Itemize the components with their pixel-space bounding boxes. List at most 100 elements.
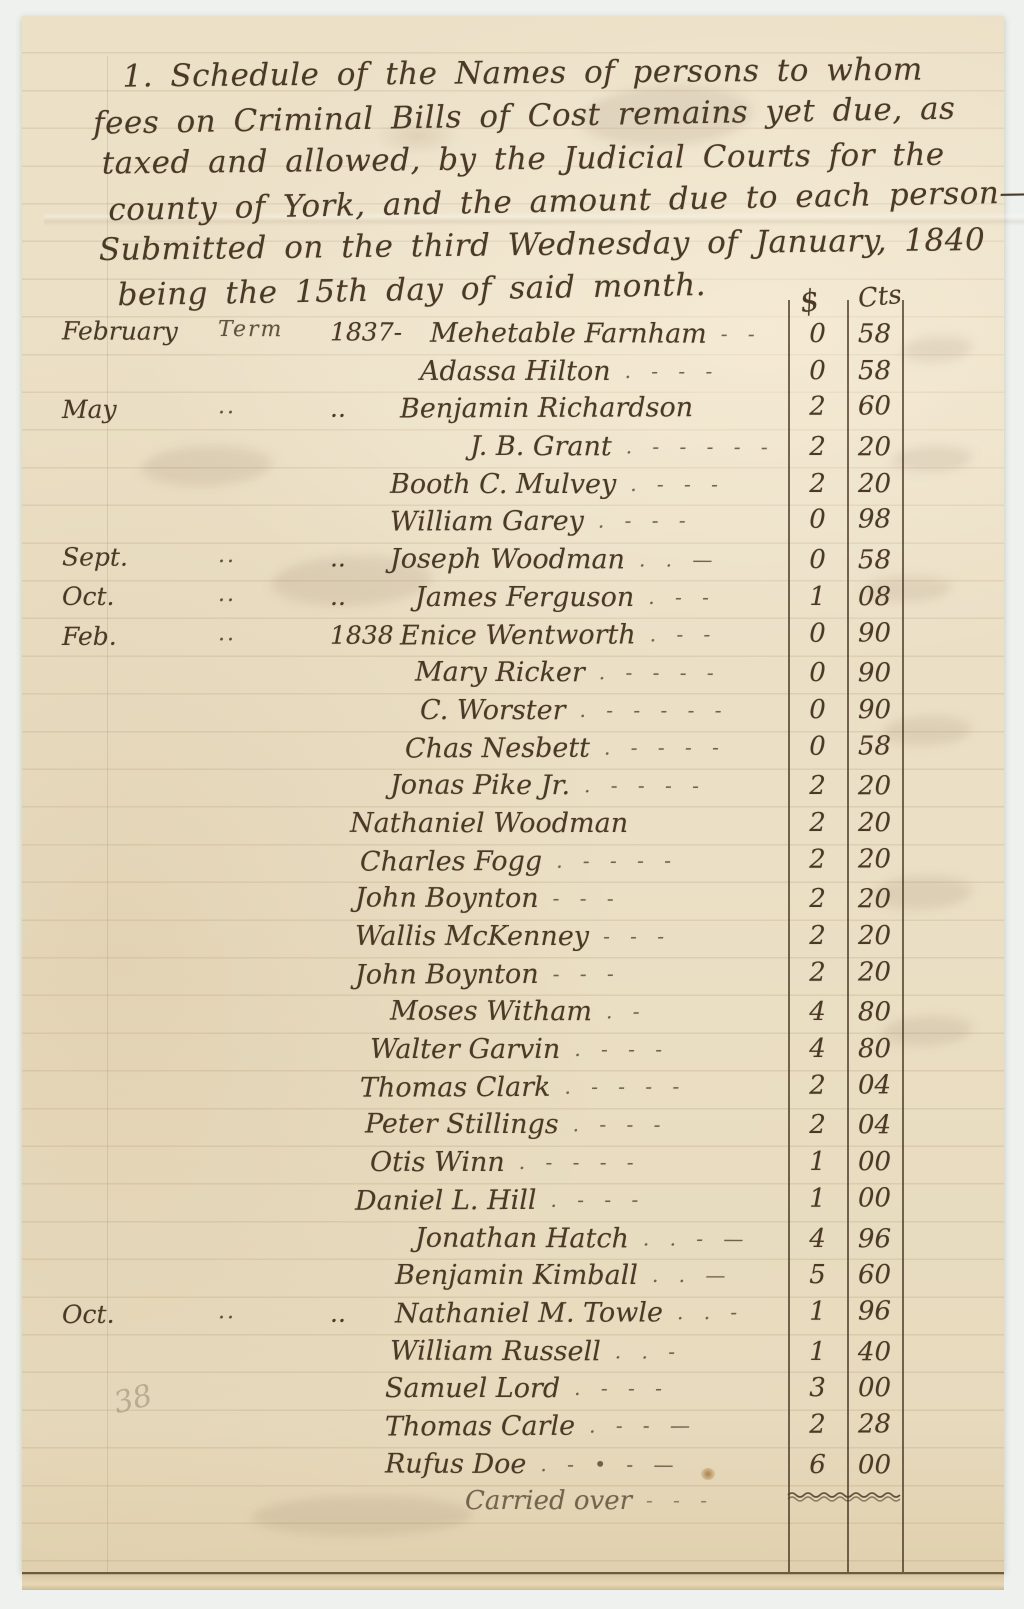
table-row: Carried over - - - xyxy=(22,1484,1004,1522)
table-row: Oct. .. .. James Ferguson . - - 1 08 xyxy=(22,580,1004,618)
payee-name: James Ferguson . - - xyxy=(415,582,716,613)
leader-dashes: . - - xyxy=(648,584,716,609)
term-ditto: .. xyxy=(217,543,237,569)
leader-dashes: . - • - — xyxy=(540,1451,681,1477)
payee-name: Chas Nesbett . - - - - xyxy=(405,732,726,764)
payee-name: Thomas Clark . - - - - xyxy=(360,1071,687,1104)
leader-dashes: . - - - - xyxy=(603,734,726,760)
leader-dashes: . - - - - xyxy=(518,1150,641,1175)
payee-name-text: Benjamin Kimball xyxy=(395,1260,638,1292)
payee-name: Samuel Lord . - - - xyxy=(385,1373,669,1404)
table-row: Oct. .. .. Nathaniel M. Towle . . - 1 96 xyxy=(22,1294,1004,1336)
payee-name-text: John Boynton xyxy=(354,958,539,991)
amount-cents: 00 xyxy=(857,1183,892,1214)
leader-dashes: . - - - - - xyxy=(625,434,775,459)
amount-cents: 20 xyxy=(857,432,892,463)
leader-dashes: . - - - - xyxy=(564,1073,687,1099)
table-row: J. B. Grant . - - - - - 2 20 xyxy=(22,427,1004,468)
payee-name: Peter Stillings . - - - xyxy=(365,1109,667,1141)
payee-name-text: Benjamin Richardson xyxy=(399,392,694,425)
payee-name: Carried over - - - xyxy=(465,1486,714,1516)
table-row: Thomas Clark . - - - - 2 04 xyxy=(22,1068,1004,1110)
amount-dollars: 1 xyxy=(809,1336,826,1367)
payee-name: Moses Witham . - xyxy=(390,996,647,1028)
amount-dollars: 2 xyxy=(809,1409,826,1440)
payee-name-text: Mehetable Farnham xyxy=(429,317,707,350)
table-row: Wallis McKenney - - - 2 20 xyxy=(22,919,1004,957)
leader-dashes: - - - xyxy=(552,886,621,911)
term-year: .. xyxy=(330,581,346,611)
term-month: Oct. xyxy=(62,581,115,611)
total-underline-flourish xyxy=(787,1492,901,1502)
amount-dollars: 2 xyxy=(809,432,826,463)
amount-dollars: 3 xyxy=(809,1373,826,1404)
table-row: Feb. .. 1838 Enice Wentworth . - - 0 90 xyxy=(22,615,1004,657)
payee-name: J. B. Grant . - - - - - xyxy=(470,431,775,463)
amount-cents: 90 xyxy=(857,658,892,689)
amount-dollars: 2 xyxy=(809,468,826,499)
manuscript-paper: 1. Schedule of the Names of persons to w… xyxy=(22,16,1024,1582)
payee-name-text: C. Worster xyxy=(420,694,566,726)
leader-dashes: . . - — xyxy=(642,1225,751,1251)
payee-name-text: Nathaniel M. Towle xyxy=(394,1297,664,1330)
term-year: .. xyxy=(329,394,346,424)
amount-cents: 20 xyxy=(857,884,892,915)
amount-cents: 60 xyxy=(857,391,892,422)
amount-cents: 20 xyxy=(857,843,892,875)
term-ditto: Term xyxy=(217,316,284,343)
table-row: Otis Winn . - - - - 1 00 xyxy=(22,1145,1004,1183)
amount-cents: 90 xyxy=(857,617,892,648)
amount-cents: 00 xyxy=(857,1449,892,1480)
table-row: Daniel L. Hill . - - - 1 00 xyxy=(22,1181,1004,1223)
leader-dashes: . - - - xyxy=(624,358,720,383)
table-row: Rufus Doe . - • - — 6 00 xyxy=(22,1445,1004,1486)
amount-dollars: 2 xyxy=(809,957,826,988)
amount-dollars: 2 xyxy=(809,844,826,875)
amount-dollars: 0 xyxy=(809,618,826,649)
payee-name: Nathaniel Woodman xyxy=(350,808,642,839)
amount-dollars: 0 xyxy=(809,355,826,386)
leader-dashes: - - xyxy=(720,321,762,346)
leader-dashes: . - - - xyxy=(630,471,725,496)
payee-name-text: Adassa Hilton xyxy=(420,355,611,387)
payee-name-text: Wallis McKenney xyxy=(355,921,590,952)
table-row: Benjamin Kimball . . — 5 60 xyxy=(22,1258,1004,1296)
payee-name: Rufus Doe . - • - — xyxy=(385,1448,681,1480)
payee-name: Mehetable Farnham - - xyxy=(430,318,762,350)
payee-name-text: William Garey xyxy=(389,506,584,538)
payee-name-text: Walter Garvin xyxy=(370,1034,561,1066)
payee-name-text: Samuel Lord xyxy=(385,1373,561,1405)
term-month: February xyxy=(61,316,178,346)
leader-dashes: . . - xyxy=(676,1299,745,1325)
term-year: 1838 xyxy=(329,620,394,650)
table-row: Mary Ricker . - - - - 0 90 xyxy=(22,653,1004,694)
payee-name-text: William Russell xyxy=(389,1335,601,1367)
payee-name: Charles Fogg . - - - - xyxy=(360,845,678,877)
column-rule-left xyxy=(788,300,790,1582)
table-rows: February Term 1837- Mehetable Farnham - -… xyxy=(22,316,1004,1522)
leader-dashes: . - - - - xyxy=(598,660,721,685)
term-ditto: .. xyxy=(217,1299,237,1325)
table-row: William Garey . - - - 0 98 xyxy=(22,502,1004,544)
amount-dollars: 1 xyxy=(809,1183,826,1214)
amount-dollars: 0 xyxy=(809,505,826,536)
leader-dashes: . - - — xyxy=(589,1413,698,1438)
leader-dashes: . - xyxy=(605,999,647,1024)
amount-dollars: 0 xyxy=(809,545,826,576)
payee-name: Wallis McKenney - - - xyxy=(355,921,671,952)
term-year: .. xyxy=(329,1298,346,1328)
document-title: 1. Schedule of the Names of persons to w… xyxy=(92,46,1024,316)
amount-cents: 00 xyxy=(857,1147,892,1178)
leader-dashes: . - - - xyxy=(574,1037,670,1062)
amount-cents: 80 xyxy=(857,997,892,1028)
leader-dashes: . - - - - - xyxy=(579,697,729,722)
table-row: Samuel Lord . - - - 3 00 xyxy=(22,1371,1004,1409)
amount-dollars: 2 xyxy=(809,884,826,915)
payee-name: Booth C. Mulvey . - - - xyxy=(390,469,725,500)
amount-dollars: 1 xyxy=(809,581,826,612)
left-margin-rule xyxy=(107,56,108,1576)
amount-cents: 58 xyxy=(857,319,892,350)
amount-dollars: 1 xyxy=(809,1296,826,1327)
payee-name-text: Enice Wentworth xyxy=(399,618,636,651)
payee-name-text: Charles Fogg xyxy=(359,845,543,878)
